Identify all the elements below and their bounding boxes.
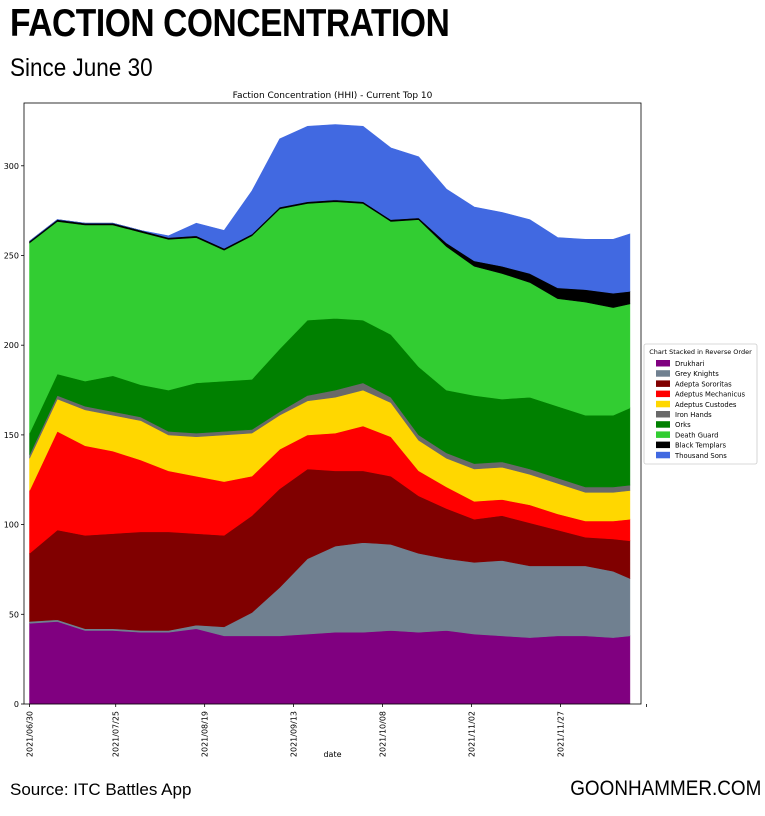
brand-logo-text: GOONHAMMER.COM — [569, 777, 761, 800]
y-axis: 0 50 100 150 200 250 300 — [4, 162, 24, 709]
legend-title: Chart Stacked in Reverse Order — [649, 348, 752, 356]
legend-swatch — [656, 400, 670, 408]
legend-label: Black Templars — [675, 442, 727, 450]
plot-frame — [23, 102, 642, 705]
y-tick-label: 250 — [4, 251, 19, 260]
y-tick-label: 150 — [4, 431, 19, 440]
legend-label: Death Guard — [675, 431, 718, 439]
legend-swatch — [656, 370, 670, 377]
legend-swatch — [656, 441, 670, 449]
legend-swatch — [656, 411, 670, 418]
y-tick-label: 100 — [4, 521, 19, 530]
y-tick-label: 200 — [4, 341, 19, 350]
x-tick-label: 2021/11/27 — [556, 711, 565, 757]
legend-swatch — [656, 380, 670, 387]
page-title: FACTION CONCENTRATION — [10, 2, 450, 45]
source-credit: Source: ITC Battles App — [10, 780, 192, 799]
plot-areas — [29, 124, 631, 705]
x-tick-label: 2021/11/02 — [467, 711, 476, 757]
legend-swatch — [656, 451, 670, 459]
x-tick-label: 2021/08/19 — [201, 711, 210, 757]
chart-legend: Chart Stacked in Reverse Order Drukhari Gr… — [643, 343, 758, 465]
page-subtitle: Since June 30 — [10, 54, 153, 82]
legend-label: Orks — [675, 421, 691, 429]
legend-label: Thousand Sons — [674, 452, 727, 460]
legend-swatch — [656, 360, 670, 367]
legend-label: Grey Knights — [675, 370, 719, 378]
y-tick-label: 300 — [4, 162, 19, 171]
legend-box — [643, 343, 758, 465]
legend-swatch — [656, 421, 670, 428]
legend-label: Adepta Sororitas — [675, 380, 732, 388]
legend-swatch — [656, 431, 670, 438]
x-axis: 2021/06/30 2021/07/25 2021/08/19 2021/09/13… — [26, 704, 647, 757]
x-tick-label: 2021/10/08 — [379, 711, 388, 757]
y-tick-label: 50 — [9, 610, 19, 619]
x-tick-label: 2021/06/30 — [26, 711, 35, 757]
x-tick-label: 2021/07/25 — [112, 711, 121, 757]
legend-swatch — [656, 390, 670, 398]
legend-label: Adeptus Mechanicus — [675, 391, 746, 399]
legend-label: Adeptus Custodes — [675, 401, 737, 409]
area-thousand-sons — [29, 124, 631, 294]
x-tick-label: 2021/09/13 — [290, 711, 299, 757]
chart-title: Faction Concentration (HHI) - Current To… — [233, 91, 433, 101]
legend-label: Drukhari — [675, 360, 705, 368]
y-tick-label: 0 — [14, 700, 19, 709]
legend-label: Iron Hands — [675, 411, 712, 419]
x-axis-label: date — [323, 750, 341, 759]
